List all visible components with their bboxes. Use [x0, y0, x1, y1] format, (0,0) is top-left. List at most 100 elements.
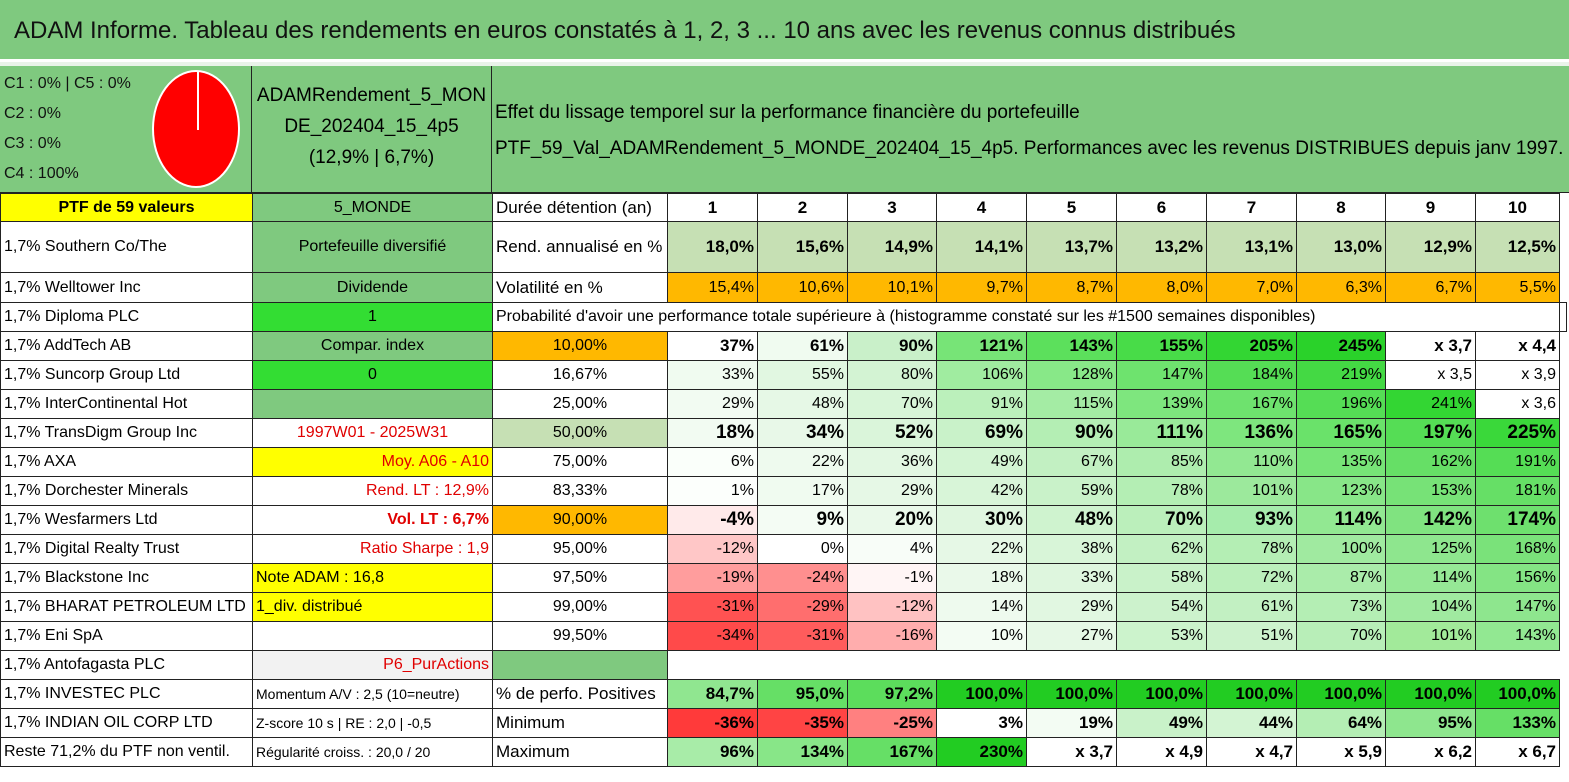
empty-cell	[848, 651, 937, 680]
quantile-cell: 167%	[1206, 389, 1297, 419]
quantile-cell: 125%	[1385, 534, 1476, 564]
maximum-cell: 230%	[936, 737, 1027, 767]
quantile-cell: 147%	[1475, 592, 1560, 622]
quantile-cell: 20%	[847, 505, 937, 535]
holding-label: 1,7% Antofagasta PLC	[0, 650, 253, 680]
holding-label: 1,7% Wesfarmers Ltd	[0, 505, 253, 535]
portfolio-attribute: Note ADAM : 16,8	[252, 563, 493, 593]
empty-cell	[1559, 302, 1567, 332]
quantile-cell: 147%	[1116, 360, 1207, 390]
quantile-cell: -12%	[847, 592, 937, 622]
quantile-cell: 143%	[1026, 331, 1117, 361]
table-row: 1,7% Wesfarmers Ltd Vol. LT : 6,7% 90,00% -…	[0, 505, 1567, 535]
quantile-cell: 59%	[1026, 476, 1117, 506]
minimum-cell: 19%	[1026, 708, 1117, 738]
quantile-cell: 115%	[1026, 389, 1117, 419]
quantile-cell: 62%	[1116, 534, 1207, 564]
quantile-cell: -31%	[757, 621, 848, 651]
table-row: 1,7% TransDigm Group Inc 1997W01 - 2025W3…	[0, 418, 1567, 448]
volatility-cell: 6,7%	[1385, 272, 1476, 303]
quantile-cell: -4%	[667, 505, 758, 535]
quantile-cell: 69%	[936, 418, 1027, 448]
quantile-cell: 101%	[1206, 476, 1297, 506]
quantile-cell: 197%	[1385, 418, 1476, 448]
table-row: 1,7% BHARAT PETROLEUM LTD 1_div. distribu…	[0, 592, 1567, 622]
quantile-cell: 85%	[1116, 447, 1207, 477]
quantile-cell: 72%	[1206, 563, 1297, 593]
quantile-cell: 48%	[1026, 505, 1117, 535]
quantile-cell: 54%	[1116, 592, 1207, 622]
quantile-cell: -16%	[847, 621, 937, 651]
table-row: 1,7% AXA Moy. A06 - A10 75,00% 6% 22% 36% 49% 6…	[0, 447, 1567, 477]
holding-label: 1,7% Suncorp Group Ltd	[0, 360, 253, 390]
maximum-cell: 134%	[757, 737, 848, 767]
portfolio-attribute: Régularité croiss. : 20,0 / 20	[252, 737, 493, 767]
empty-cell	[1207, 651, 1297, 680]
alloc-c2: C2 : 0%	[4, 105, 61, 122]
holding-label: 1,7% Welltower Inc	[0, 272, 253, 303]
empty-cell	[1027, 651, 1117, 680]
holding-label: 1,7% Diploma PLC	[0, 302, 253, 332]
positive-share-cell: 100,0%	[1385, 679, 1476, 709]
allocation-pie-chart	[152, 70, 240, 188]
quantile-cell: 51%	[1206, 621, 1297, 651]
quantile-cell: -19%	[667, 563, 758, 593]
year-header: 5	[1026, 193, 1117, 222]
portfolio-attribute: 1	[252, 302, 493, 332]
quantile-cell: 67%	[1026, 447, 1117, 477]
holding-label: 1,7% InterContinental Hot	[0, 389, 253, 419]
table-row: 1,7% Welltower Inc Dividende Volatilité en…	[0, 272, 1567, 303]
quantile-cell: 142%	[1385, 505, 1476, 535]
holding-label: 1,7% Eni SpA	[0, 621, 253, 651]
row-header: Rend. annualisé en %	[492, 221, 668, 273]
quantile-cell: 184%	[1206, 360, 1297, 390]
maximum-cell: x 3,7	[1026, 737, 1117, 767]
positive-share-cell: 97,2%	[847, 679, 937, 709]
maximum-cell: x 6,7	[1475, 737, 1560, 767]
quantile-cell: 37%	[667, 331, 758, 361]
quantile-cell: 18%	[936, 563, 1027, 593]
quantile-cell: -24%	[757, 563, 848, 593]
annual-return-cell: 13,7%	[1026, 221, 1117, 273]
row-header: Durée détention (an)	[492, 193, 668, 222]
page-title: ADAM Informe. Tableau des rendements en …	[0, 0, 1569, 62]
table-row: 1,7% Southern Co/The Portefeuille diversi…	[0, 221, 1567, 273]
quantile-cell: 9%	[757, 505, 848, 535]
minimum-cell: 44%	[1206, 708, 1297, 738]
portfolio-attribute: 5_MONDE	[252, 193, 493, 222]
row-header: 95,00%	[492, 534, 668, 564]
row-header: % de perfo. Positives	[492, 679, 668, 709]
quantile-cell: 0%	[757, 534, 848, 564]
positive-share-cell: 84,7%	[667, 679, 758, 709]
quantile-cell: -34%	[667, 621, 758, 651]
quantile-cell: 4%	[847, 534, 937, 564]
portfolio-attribute: Moy. A06 - A10	[252, 447, 493, 477]
row-header: 99,00%	[492, 592, 668, 622]
annual-return-cell: 12,9%	[1385, 221, 1476, 273]
quantile-cell: x 3,5	[1385, 360, 1476, 390]
quantile-cell: 245%	[1296, 331, 1386, 361]
quantile-cell: 114%	[1385, 563, 1476, 593]
quantile-cell: 36%	[847, 447, 937, 477]
quantile-cell: 100%	[1296, 534, 1386, 564]
quantile-cell: 143%	[1475, 621, 1560, 651]
quantile-cell: 90%	[1026, 418, 1117, 448]
quantile-cell: 110%	[1206, 447, 1297, 477]
table-row: 1,7% AddTech AB Compar. index 10,00% 37% 61%…	[0, 331, 1567, 361]
holding-label: 1,7% AddTech AB	[0, 331, 253, 361]
quantile-cell: 48%	[757, 389, 848, 419]
row-header: 99,50%	[492, 621, 668, 651]
holding-label: 1,7% Dorchester Minerals	[0, 476, 253, 506]
quantile-cell: 104%	[1385, 592, 1476, 622]
quantile-cell: 78%	[1116, 476, 1207, 506]
pie-slice-divider	[197, 72, 199, 130]
portfolio-name-panel: ADAMRendement_5_MON DE_202404_15_4p5 (12…	[252, 66, 492, 193]
empty-cell	[1476, 651, 1560, 680]
quantile-cell: 128%	[1026, 360, 1117, 390]
portfolio-attribute: 1_div. distribué	[252, 592, 493, 622]
annual-return-cell: 18,0%	[667, 221, 758, 273]
quantile-cell: 111%	[1116, 418, 1207, 448]
maximum-cell: 167%	[847, 737, 937, 767]
quantile-cell: 55%	[757, 360, 848, 390]
empty-cell	[1475, 302, 1560, 332]
